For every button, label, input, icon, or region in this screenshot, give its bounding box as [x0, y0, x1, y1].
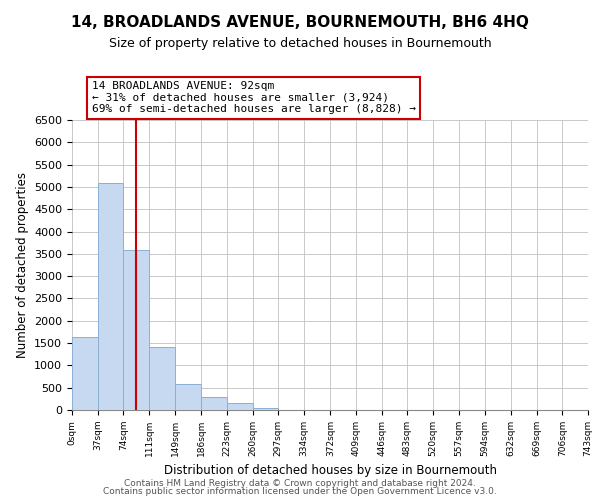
Text: Contains HM Land Registry data © Crown copyright and database right 2024.: Contains HM Land Registry data © Crown c…: [124, 478, 476, 488]
Text: 14 BROADLANDS AVENUE: 92sqm
← 31% of detached houses are smaller (3,924)
69% of : 14 BROADLANDS AVENUE: 92sqm ← 31% of det…: [92, 81, 416, 114]
Bar: [201, 396, 227, 410]
Bar: [98, 184, 124, 410]
Bar: [149, 346, 175, 410]
Y-axis label: Number of detached properties: Number of detached properties: [16, 172, 29, 358]
Text: 14, BROADLANDS AVENUE, BOURNEMOUTH, BH6 4HQ: 14, BROADLANDS AVENUE, BOURNEMOUTH, BH6 …: [71, 15, 529, 30]
Text: Size of property relative to detached houses in Bournemouth: Size of property relative to detached ho…: [109, 38, 491, 51]
X-axis label: Distribution of detached houses by size in Bournemouth: Distribution of detached houses by size …: [163, 464, 497, 477]
Text: Contains public sector information licensed under the Open Government Licence v3: Contains public sector information licen…: [103, 488, 497, 496]
Bar: [72, 337, 98, 410]
Bar: [175, 384, 201, 410]
Bar: [124, 250, 149, 410]
Bar: [227, 404, 253, 410]
Bar: [253, 408, 278, 410]
